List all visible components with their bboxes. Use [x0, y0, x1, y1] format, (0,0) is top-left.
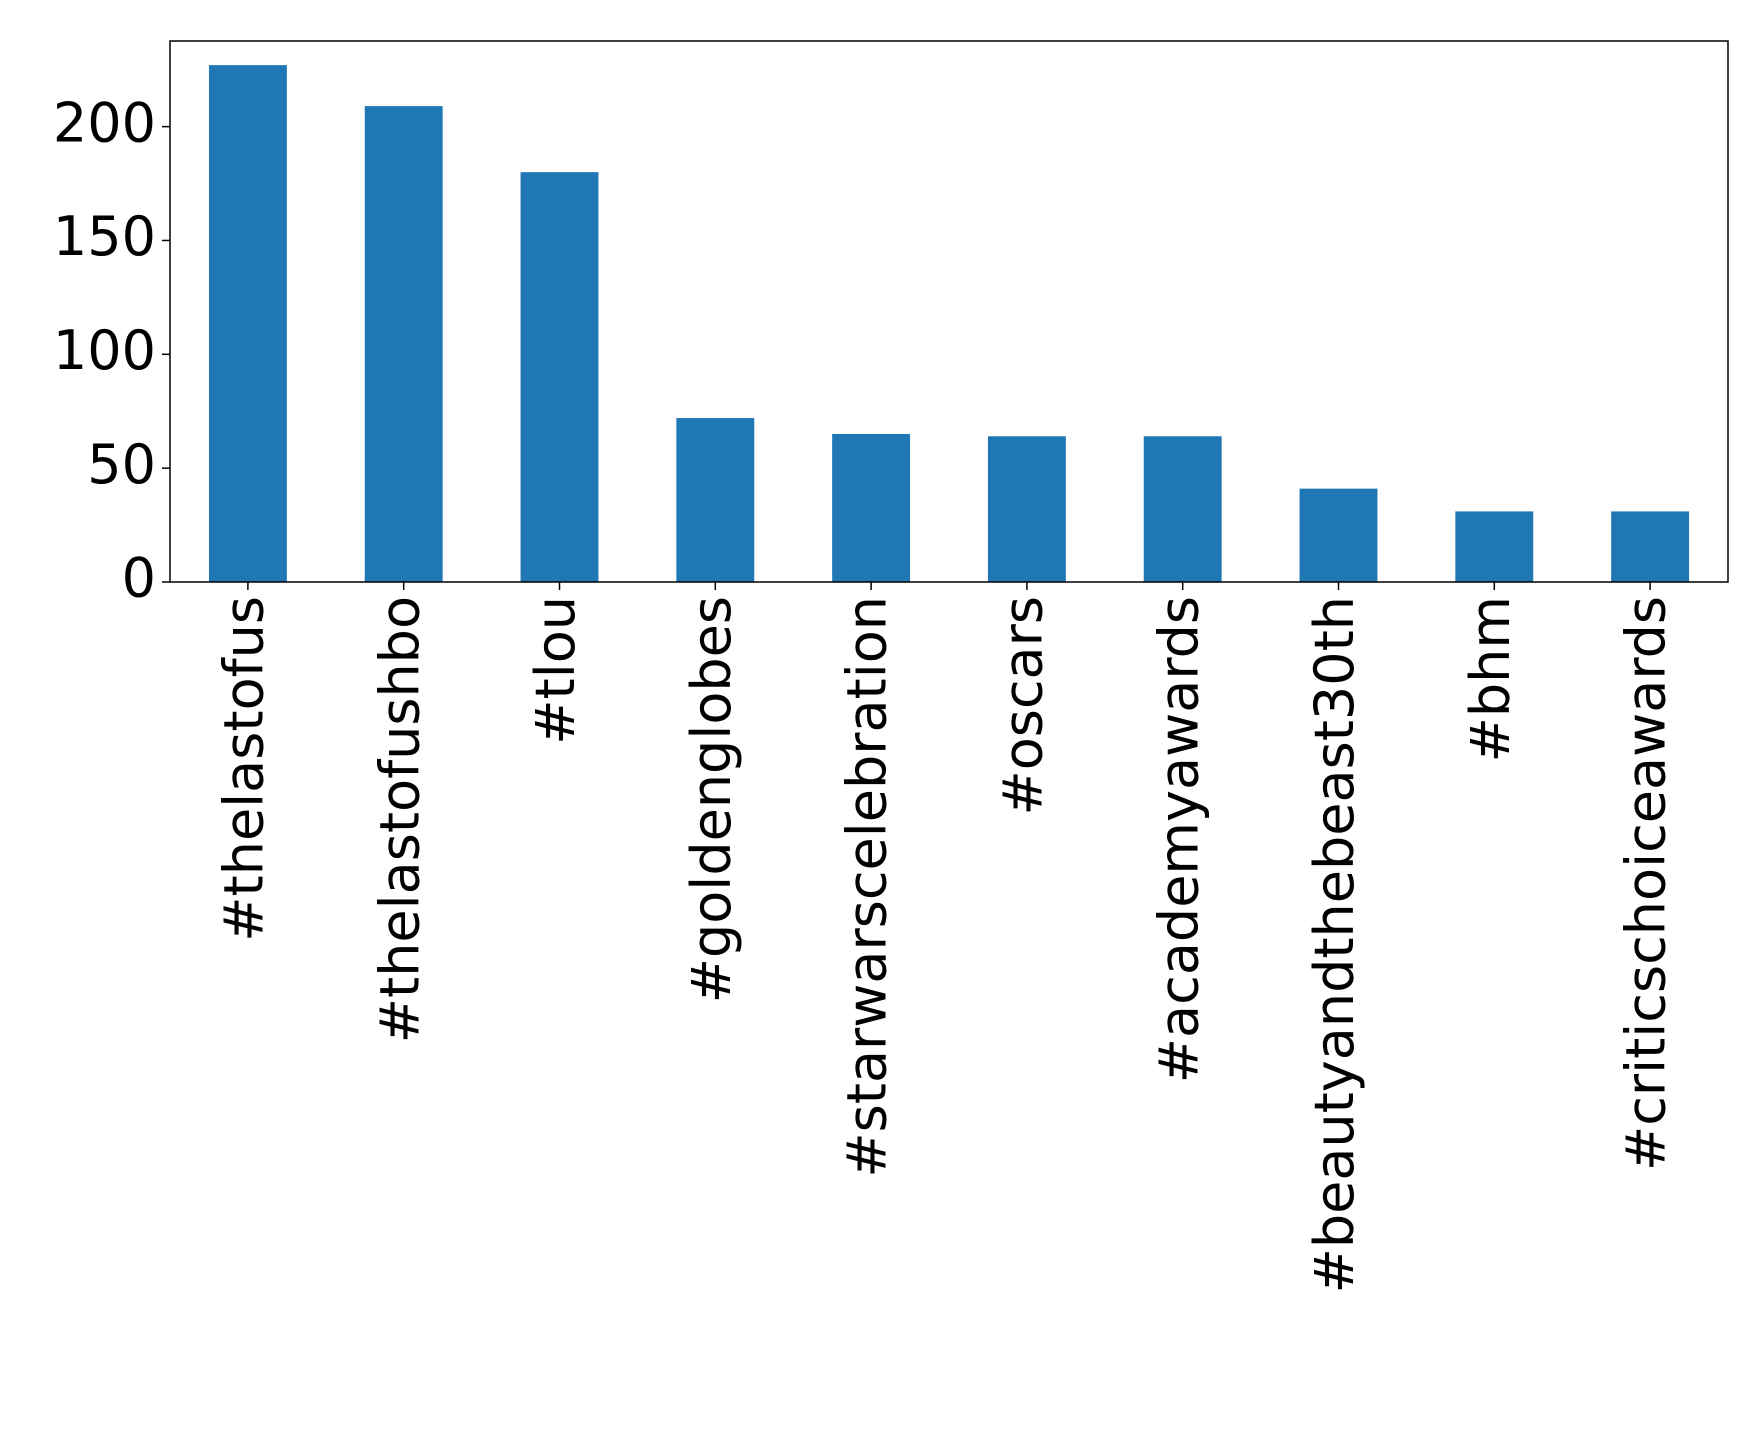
- bar: [208, 65, 287, 583]
- y-tick-label: 50: [87, 433, 156, 496]
- x-tick-label: #criticschoiceawards: [1615, 596, 1678, 1171]
- y-tick-label: 0: [122, 547, 156, 610]
- y-tick-label: 150: [53, 205, 156, 268]
- x-tick-label: #oscars: [992, 596, 1055, 816]
- bar: [987, 436, 1066, 582]
- bar: [1611, 511, 1690, 582]
- x-tick-label: #academyawards: [1147, 596, 1210, 1083]
- bar: [1299, 488, 1378, 582]
- y-tick-label: 200: [53, 91, 156, 154]
- x-tick-label: #thelastofus: [213, 596, 276, 942]
- x-tick-label: #thelastofushbo: [368, 596, 431, 1043]
- x-tick-label: #beautyandthebeast30th: [1303, 596, 1366, 1293]
- x-tick-label: #starwarscelebration: [836, 596, 899, 1178]
- bar: [520, 172, 599, 582]
- bar: [1455, 511, 1534, 582]
- y-tick-label: 100: [53, 319, 156, 382]
- x-tick-label: #goldenglobes: [680, 596, 743, 1003]
- plot-frame: [169, 40, 1729, 583]
- bar: [364, 106, 443, 583]
- x-tick-label: #tlou: [524, 596, 587, 745]
- bar: [1143, 436, 1222, 582]
- bar: [832, 433, 911, 582]
- bar: [676, 418, 755, 582]
- x-tick-label: #bhm: [1459, 596, 1522, 762]
